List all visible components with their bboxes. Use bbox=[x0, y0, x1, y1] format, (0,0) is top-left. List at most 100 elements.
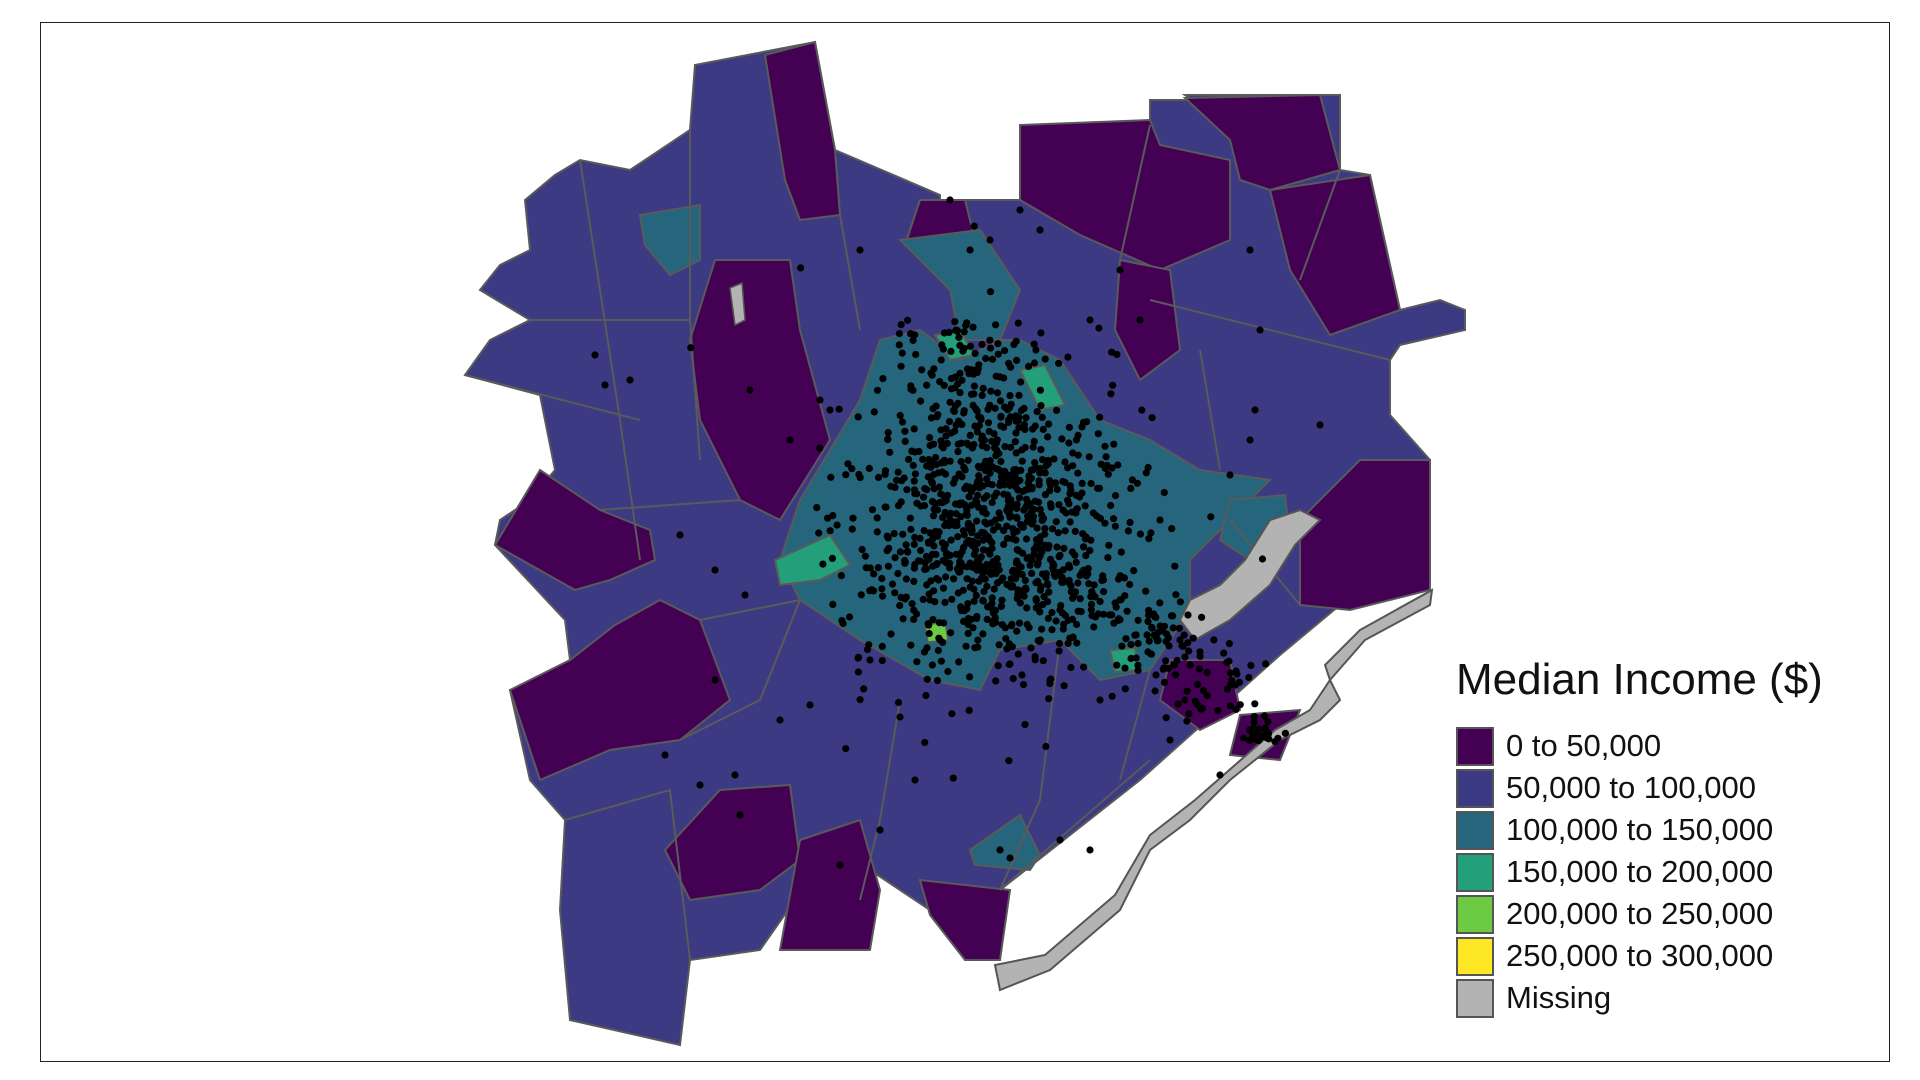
location-point bbox=[1090, 623, 1098, 631]
location-point bbox=[1087, 600, 1096, 609]
location-point bbox=[882, 503, 890, 511]
location-point bbox=[978, 391, 986, 399]
location-point bbox=[1144, 617, 1152, 626]
location-point bbox=[1053, 406, 1061, 414]
location-point bbox=[897, 362, 905, 370]
location-point bbox=[1037, 402, 1045, 410]
location-point bbox=[939, 513, 947, 522]
location-point bbox=[991, 444, 999, 452]
location-point bbox=[983, 615, 991, 624]
location-point bbox=[986, 344, 995, 352]
location-point bbox=[1101, 519, 1109, 527]
location-point bbox=[929, 512, 938, 520]
location-point bbox=[829, 600, 837, 609]
location-point bbox=[950, 407, 959, 415]
location-point bbox=[941, 598, 949, 607]
location-point bbox=[806, 701, 814, 709]
location-point bbox=[854, 668, 863, 676]
legend-item-150k-200k[interactable]: 150,000 to 200,000 bbox=[1456, 851, 1876, 893]
legend-item-missing[interactable]: Missing bbox=[1456, 977, 1876, 1019]
location-point bbox=[1046, 479, 1054, 487]
legend-item-250k-300k[interactable]: 250,000 to 300,000 bbox=[1456, 935, 1876, 977]
location-point bbox=[986, 288, 995, 296]
location-point bbox=[1081, 502, 1089, 510]
location-point bbox=[901, 559, 909, 567]
location-point bbox=[975, 484, 984, 492]
location-point bbox=[1235, 678, 1243, 686]
location-point bbox=[970, 222, 978, 230]
location-point bbox=[960, 463, 968, 471]
location-point bbox=[962, 642, 970, 650]
location-point bbox=[911, 470, 920, 478]
location-point bbox=[936, 378, 944, 386]
location-point bbox=[993, 436, 1001, 444]
location-point bbox=[896, 548, 905, 556]
location-point bbox=[941, 458, 949, 467]
location-point bbox=[1070, 591, 1078, 599]
location-point bbox=[980, 564, 989, 572]
legend-item-0-50k[interactable]: 0 to 50,000 bbox=[1456, 725, 1876, 767]
location-point bbox=[878, 585, 886, 593]
location-point bbox=[1050, 455, 1058, 463]
location-point bbox=[929, 562, 937, 570]
location-point bbox=[1169, 612, 1177, 620]
location-point bbox=[1017, 406, 1025, 415]
location-point bbox=[930, 587, 938, 595]
location-point bbox=[1281, 729, 1289, 737]
location-point bbox=[988, 544, 996, 553]
location-point bbox=[1036, 465, 1044, 473]
location-point bbox=[934, 411, 942, 419]
location-point bbox=[1164, 634, 1172, 642]
location-point bbox=[1031, 497, 1039, 505]
location-point bbox=[1104, 470, 1112, 478]
location-point bbox=[985, 568, 993, 576]
location-point bbox=[1223, 685, 1231, 693]
location-point bbox=[898, 477, 906, 485]
location-point bbox=[910, 564, 919, 572]
location-point bbox=[920, 527, 928, 535]
location-point bbox=[878, 657, 886, 665]
location-point bbox=[1007, 443, 1015, 451]
location-point bbox=[1249, 734, 1257, 742]
location-point bbox=[1183, 687, 1191, 695]
location-point bbox=[1036, 533, 1044, 541]
location-point bbox=[1066, 490, 1074, 498]
location-point bbox=[924, 620, 932, 628]
location-point bbox=[923, 462, 931, 470]
legend-swatch bbox=[1456, 978, 1494, 1018]
location-point bbox=[856, 696, 864, 704]
location-point bbox=[1056, 551, 1064, 559]
location-point bbox=[1134, 666, 1142, 675]
location-point bbox=[888, 580, 897, 588]
location-point bbox=[797, 264, 805, 272]
location-point bbox=[993, 489, 1001, 497]
location-point bbox=[973, 517, 981, 525]
legend-item-200k-250k[interactable]: 200,000 to 250,000 bbox=[1456, 893, 1876, 935]
legend-item-50k-100k[interactable]: 50,000 to 100,000 bbox=[1456, 767, 1876, 809]
location-point bbox=[1014, 547, 1023, 555]
location-point bbox=[971, 564, 979, 572]
location-point bbox=[946, 398, 954, 406]
location-point bbox=[1114, 461, 1122, 469]
location-point bbox=[974, 477, 982, 486]
location-point bbox=[860, 685, 868, 693]
region-missing-bay bbox=[1178, 508, 1322, 642]
legend-item-100k-150k[interactable]: 100,000 to 150,000 bbox=[1456, 809, 1876, 851]
location-point bbox=[911, 448, 919, 456]
location-point bbox=[1037, 329, 1045, 337]
location-point bbox=[910, 577, 918, 586]
location-point bbox=[1065, 423, 1073, 431]
location-point bbox=[928, 661, 937, 669]
location-point bbox=[1064, 464, 1072, 472]
location-point bbox=[922, 691, 930, 700]
location-point bbox=[1200, 687, 1208, 695]
location-point bbox=[865, 464, 873, 472]
location-point bbox=[1226, 702, 1235, 710]
location-point bbox=[932, 402, 940, 410]
location-point bbox=[927, 577, 935, 585]
location-point bbox=[1006, 854, 1014, 862]
location-point bbox=[1041, 355, 1049, 363]
location-point bbox=[1152, 613, 1160, 622]
location-point bbox=[1262, 660, 1270, 668]
